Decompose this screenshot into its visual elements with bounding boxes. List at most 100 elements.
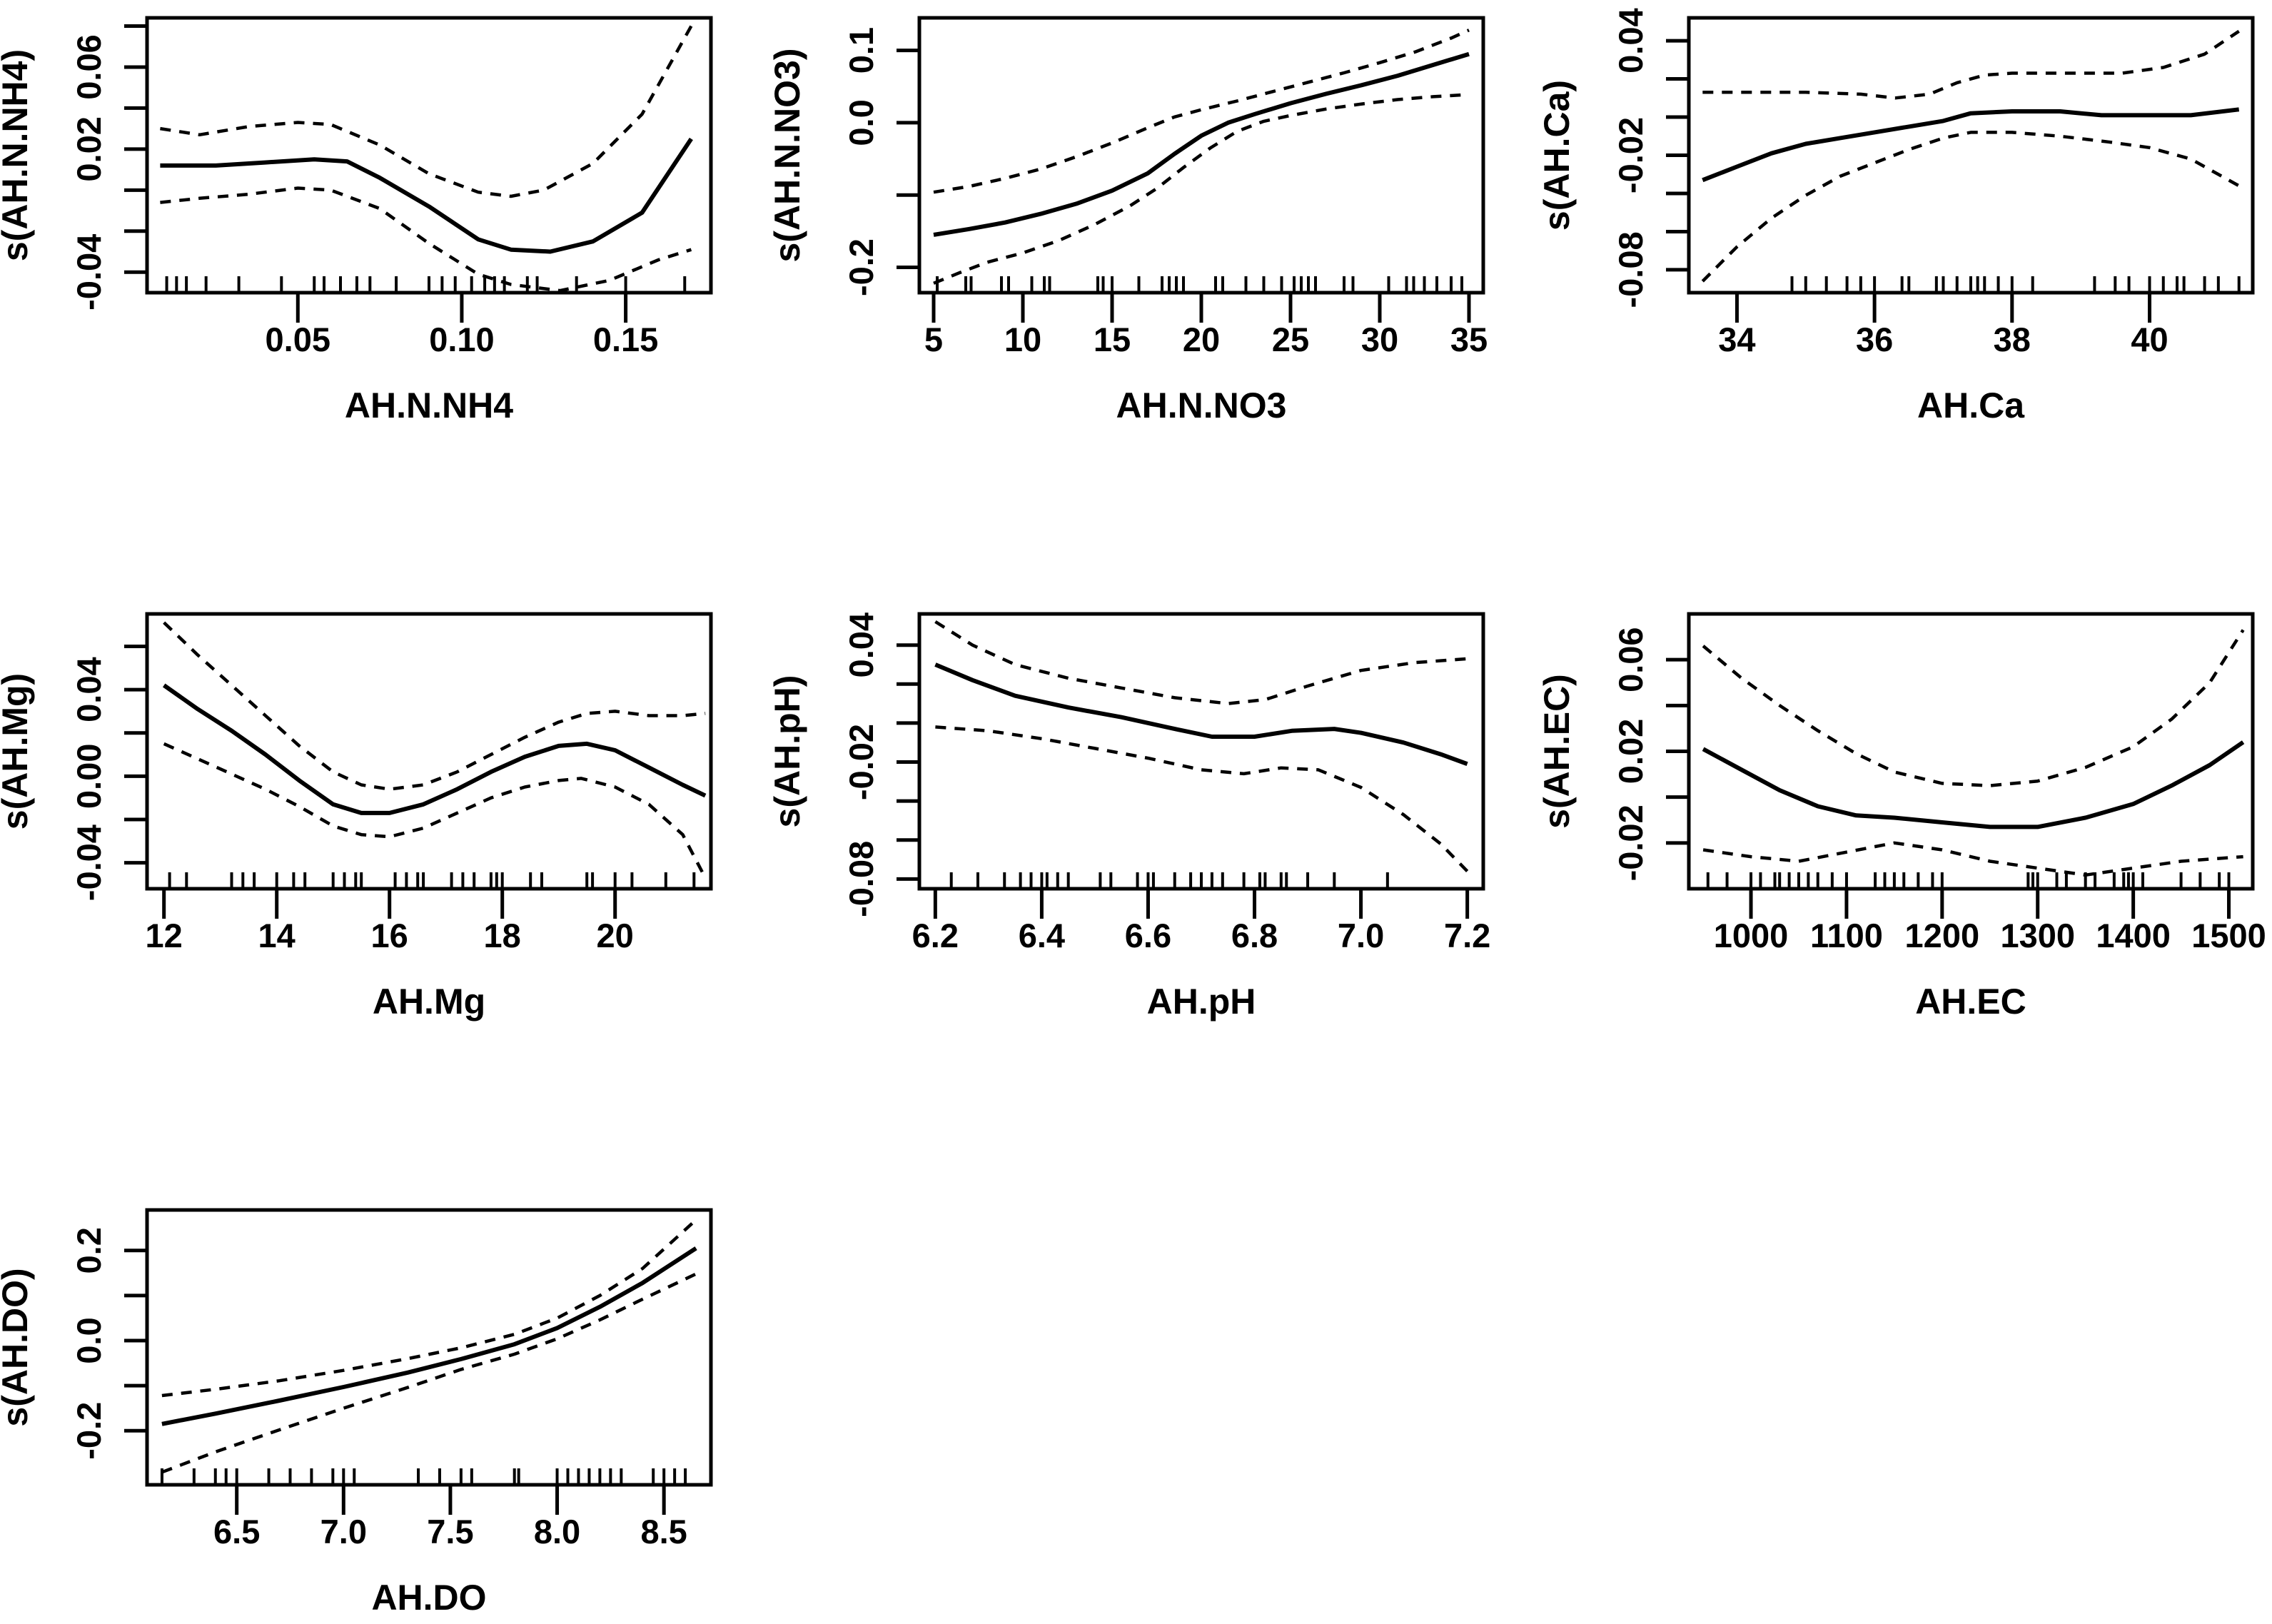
x-tick-label: 0.15 (593, 321, 658, 358)
upper_ci-dashed-line (1702, 29, 2240, 100)
x-tick-label: 7.0 (1338, 917, 1384, 954)
plot-box (917, 612, 1485, 891)
y-tick-label: 0.06 (1612, 627, 1650, 692)
x-tick-label: 8.0 (534, 1513, 580, 1550)
plot-box (145, 16, 713, 295)
y-tick-label: -0.08 (842, 841, 880, 917)
y-tick-label: 0.1 (842, 27, 880, 74)
gam-panel-AH.DO: 0.2 0.0 -0.2 6.5 7.0 7.5 8.0 8.5 s(AH.DO) AH.DO (0, 1208, 713, 1618)
x-tick-label: 6.8 (1231, 917, 1278, 954)
x-axis-label: AH.DO (371, 1578, 486, 1618)
x-axis-label: AH.N.NO3 (1116, 385, 1287, 425)
smooth-fit-line (933, 51, 1470, 237)
upper_ci-dashed-line (933, 29, 1470, 194)
y-tick-label: 0.06 (70, 34, 108, 99)
y-tick-label: 0.04 (842, 612, 880, 677)
lower_ci-dashed-line (933, 93, 1470, 285)
y-axis-label: s(AH.Ca) (1537, 80, 1577, 231)
x-tick-label: 6.4 (1019, 917, 1065, 954)
gam-panel-AH.EC: 0.06 0.02 -0.02 1000 1100 1200 1300 1400 1500 s(A… (1537, 612, 2266, 1022)
x-tick-label: 18 (484, 917, 521, 954)
y-tick-label: -0.04 (70, 824, 108, 901)
lower_ci-dashed-line (935, 725, 1469, 872)
lower_ci-dashed-line (163, 742, 707, 879)
plot-box (1687, 16, 2255, 295)
y-tick-label: 0.04 (1612, 8, 1650, 73)
x-tick-label: 0.05 (266, 321, 330, 358)
gam-panel-AH.N.NO3: 0.1 0.0 -0.2 5 10 15 20 25 30 35 s(AH.N.NO3) AH.N.N… (767, 16, 1488, 425)
upper_ci-dashed-line (934, 620, 1468, 705)
y-axis-label: s(AH.N.NO3) (767, 48, 807, 262)
y-axis-label: s(AH.pH) (767, 675, 807, 828)
x-tick-label: 5 (924, 321, 943, 358)
y-tick-label: 0.00 (70, 744, 108, 809)
x-tick-label: 12 (146, 917, 183, 954)
plot-box (1687, 612, 2255, 891)
x-tick-label: 7.2 (1444, 917, 1490, 954)
y-axis-label: s(AH.Mg) (0, 673, 35, 829)
x-tick-label: 36 (1856, 321, 1893, 358)
smooth-fit-line (162, 683, 707, 815)
x-tick-label: 35 (1450, 321, 1488, 358)
plot-box (145, 1208, 713, 1487)
x-tick-label: 1500 (2191, 917, 2266, 954)
x-tick-label: 7.5 (427, 1513, 473, 1550)
y-tick-label: -0.2 (70, 1402, 108, 1460)
x-tick-label: 38 (1994, 321, 2031, 358)
smooth-fit-line (1702, 740, 2245, 829)
lower_ci-dashed-line (1701, 131, 2240, 283)
y-axis-label: s(AH.N.NH4) (0, 49, 35, 261)
x-tick-label: 1000 (1714, 917, 1789, 954)
x-axis-label: AH.EC (1915, 982, 2026, 1022)
upper_ci-dashed-line (161, 1219, 697, 1398)
smooth-fit-line (160, 137, 693, 254)
gam-panel-AH.N.NH4: 0.06 0.02 -0.04 0.05 0.10 0.15 s(AH.N.NH4) AH.N… (0, 16, 713, 425)
smooth-fit-line (161, 1246, 697, 1426)
plot-box (145, 612, 713, 891)
y-tick-label: 0.02 (70, 116, 108, 181)
x-axis-label: AH.Ca (1917, 385, 2025, 425)
y-tick-label: 0.02 (1612, 719, 1650, 784)
y-tick-label: -0.02 (842, 724, 880, 800)
lower_ci-dashed-line (161, 1272, 697, 1474)
x-tick-label: 10 (1004, 321, 1041, 358)
smooth-fit-line (1702, 107, 2240, 183)
y-tick-label: -0.02 (1612, 117, 1650, 193)
x-tick-label: 25 (1272, 321, 1309, 358)
gam-panel-AH.Ca: 0.04 -0.02 -0.08 34 36 38 40 s(AH.Ca) AH.Ca (1537, 8, 2255, 425)
x-tick-label: 7.0 (320, 1513, 367, 1550)
upper_ci-dashed-line (1702, 629, 2245, 787)
x-axis-label: AH.N.NH4 (345, 385, 513, 425)
smooth-fit-line (934, 662, 1468, 767)
upper_ci-dashed-line (163, 621, 706, 791)
y-axis-label: s(AH.EC) (1537, 674, 1577, 829)
x-tick-label: 6.6 (1125, 917, 1171, 954)
x-tick-label: 1200 (1905, 917, 1980, 954)
y-tick-label: 0.0 (70, 1317, 108, 1363)
y-tick-label: -0.04 (70, 234, 108, 311)
x-tick-label: 6.5 (213, 1513, 260, 1550)
upper_ci-dashed-line (160, 25, 693, 198)
y-axis-label: s(AH.DO) (0, 1268, 35, 1426)
x-tick-label: 15 (1094, 321, 1131, 358)
x-tick-label: 14 (258, 917, 296, 954)
x-axis-label: AH.Mg (373, 982, 485, 1022)
y-tick-label: -0.08 (1612, 231, 1650, 308)
x-tick-label: 20 (1183, 321, 1220, 358)
x-tick-label: 8.5 (640, 1513, 687, 1550)
x-axis-label: AH.pH (1147, 982, 1256, 1022)
gam-panel-AH.Mg: 0.04 0.00 -0.04 12 14 16 18 20 s(AH.Mg) AH.Mg (0, 612, 713, 1022)
y-tick-label: 0.2 (70, 1227, 108, 1274)
lower_ci-dashed-line (1702, 841, 2243, 877)
gam-panel-AH.pH: 0.04 -0.02 -0.08 6.2 6.4 6.6 6.8 7.0 7.2 s(AH.pH)… (767, 612, 1490, 1022)
y-tick-label: 0.04 (70, 657, 108, 722)
x-tick-label: 34 (1718, 321, 1755, 358)
y-tick-label: 0.0 (842, 99, 880, 146)
x-tick-label: 6.2 (912, 917, 959, 954)
x-tick-label: 40 (2131, 321, 2168, 358)
y-tick-label: -0.2 (842, 238, 880, 296)
x-tick-label: 1100 (1810, 917, 1883, 954)
x-tick-label: 0.10 (429, 321, 494, 358)
x-tick-label: 1400 (2096, 917, 2171, 954)
